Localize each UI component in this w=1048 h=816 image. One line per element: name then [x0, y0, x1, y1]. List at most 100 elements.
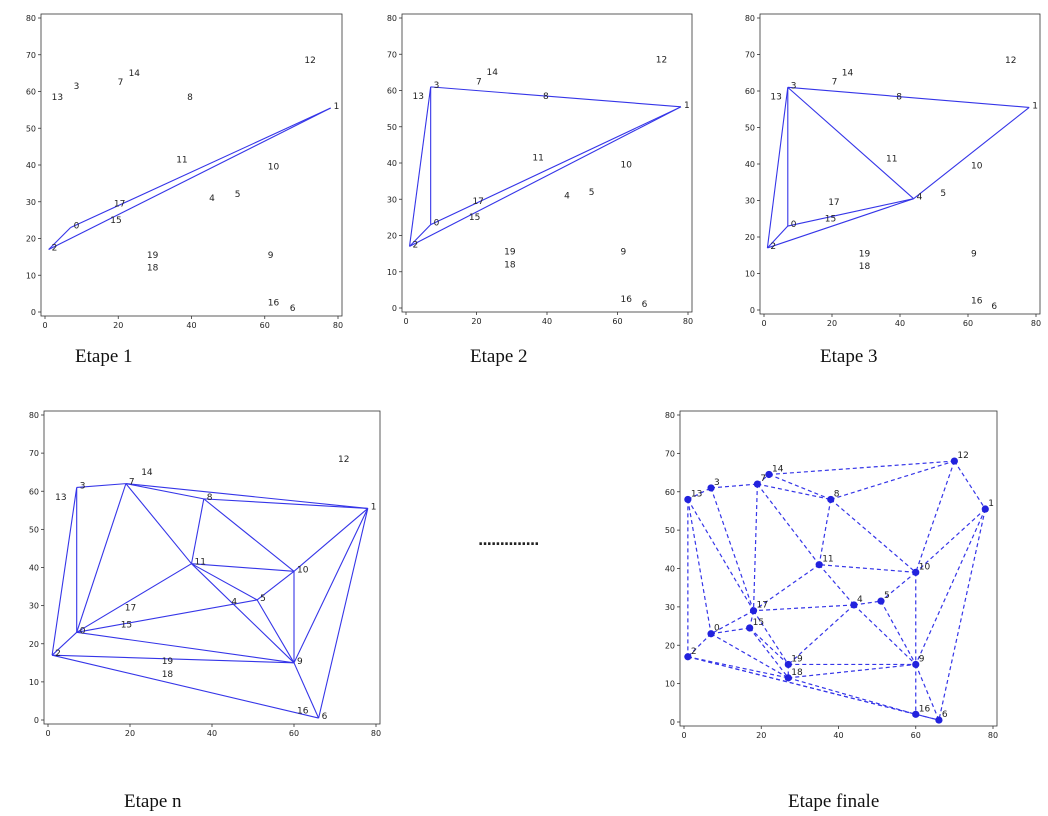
- triangulation-edge-18-16: [788, 677, 916, 715]
- y-tick-label: 80: [29, 411, 39, 420]
- triangulation-edge-11-10: [191, 563, 295, 572]
- triangulation-edge-1-6: [938, 508, 986, 721]
- point-label-6: 6: [290, 304, 296, 314]
- y-tick-label: 10: [387, 268, 397, 277]
- triangulation-edge-3-1: [787, 86, 1030, 108]
- point-label-10: 10: [621, 161, 633, 171]
- triangulation-edge-0-2: [687, 633, 712, 658]
- y-tick-label: 60: [387, 87, 397, 96]
- triangulation-edge-0-7: [76, 483, 127, 633]
- point-label-12: 12: [957, 451, 968, 461]
- x-tick-label: 40: [186, 321, 196, 330]
- y-tick-label: 60: [665, 488, 675, 497]
- triangulation-edge-17-19: [753, 610, 789, 665]
- triangulation-edge-2-0: [51, 631, 78, 656]
- y-tick-label: 50: [665, 526, 675, 535]
- y-tick-label: 0: [34, 716, 39, 725]
- triangulation-edge-6-2: [51, 654, 319, 719]
- x-tick-label: 0: [42, 321, 47, 330]
- point-label-9: 9: [268, 251, 274, 261]
- triangulation-edge-11-5: [191, 563, 258, 601]
- x-tick-label: 20: [827, 319, 837, 328]
- y-tick-label: 0: [31, 308, 36, 317]
- point-label-17: 17: [125, 603, 136, 613]
- triangulation-edge-9-6: [293, 662, 320, 719]
- y-tick-label: 70: [745, 51, 755, 60]
- x-tick-label: 0: [761, 319, 766, 328]
- point-label-14: 14: [487, 68, 499, 78]
- node-point-10: [912, 568, 920, 576]
- point-label-19: 19: [791, 654, 803, 664]
- x-tick-label: 40: [542, 317, 552, 326]
- x-tick-label: 0: [403, 317, 408, 326]
- node-point-9: [912, 660, 920, 669]
- point-label-0: 0: [434, 219, 440, 229]
- triangulation-edge-13-17: [687, 499, 755, 612]
- point-label-15: 15: [825, 215, 836, 225]
- point-label-8: 8: [207, 493, 213, 503]
- point-label-0: 0: [791, 220, 797, 230]
- point-label-13: 13: [770, 92, 781, 102]
- point-label-17: 17: [472, 197, 483, 207]
- caption-etape-3: Etape 3: [820, 346, 878, 367]
- node-point-14: [765, 470, 773, 479]
- node-point-12: [950, 457, 958, 465]
- point-label-17: 17: [114, 199, 125, 209]
- x-tick-label: 40: [833, 731, 843, 740]
- x-tick-label: 40: [895, 319, 905, 328]
- triangulation-edge-10-11: [819, 564, 916, 573]
- triangulation-edge-5-10: [256, 570, 295, 601]
- y-tick-label: 0: [392, 304, 397, 313]
- x-tick-label: 80: [988, 731, 998, 740]
- point-label-6: 6: [642, 300, 648, 310]
- node-point-13: [684, 495, 692, 504]
- triangulation-edge-11-17: [753, 564, 820, 612]
- plot-frame: [759, 13, 1041, 315]
- node-point-2: [684, 653, 692, 661]
- triangulation-edge-11-4: [818, 564, 855, 606]
- triangulation-edge-13-3: [687, 487, 712, 500]
- point-label-11: 11: [195, 558, 206, 568]
- point-label-11: 11: [532, 153, 543, 163]
- triangulation-edge-2-9: [52, 654, 295, 664]
- x-tick-label: 60: [963, 319, 973, 328]
- point-label-13: 13: [691, 489, 702, 499]
- point-label-10: 10: [297, 565, 309, 575]
- triangulation-edge-10-1: [293, 507, 369, 572]
- node-point-0: [707, 630, 715, 638]
- point-label-7: 7: [832, 78, 838, 88]
- caption-etape-n: Etape n: [124, 791, 182, 812]
- point-label-15: 15: [110, 216, 121, 226]
- node-point-15: [746, 624, 754, 632]
- triangulation-edge-2-1: [409, 106, 682, 247]
- node-point-6: [935, 716, 943, 724]
- point-label-14: 14: [842, 69, 854, 79]
- triangulation-edge-1-4: [913, 106, 1030, 200]
- point-label-8: 8: [834, 489, 840, 499]
- x-tick-label: 20: [113, 321, 123, 330]
- triangulation-edge-2-3: [51, 487, 78, 656]
- point-label-12: 12: [338, 455, 349, 465]
- y-tick-label: 70: [29, 449, 39, 458]
- point-label-1: 1: [1032, 101, 1038, 111]
- plot-frame: [43, 410, 381, 725]
- y-tick-label: 20: [29, 640, 39, 649]
- point-label-4: 4: [917, 193, 923, 203]
- point-label-10: 10: [268, 163, 280, 173]
- point-label-13: 13: [55, 493, 66, 503]
- point-label-2: 2: [413, 240, 419, 250]
- point-label-0: 0: [74, 221, 80, 231]
- triangulation-edge-1-9: [293, 508, 369, 664]
- point-label-7: 7: [760, 474, 766, 484]
- plot-frame: [679, 410, 998, 727]
- point-label-5: 5: [260, 594, 266, 604]
- point-label-11: 11: [822, 555, 833, 565]
- triangulation-edge-18-9: [788, 663, 916, 679]
- triangulation-edge-3-7: [76, 483, 126, 488]
- point-label-0: 0: [80, 626, 86, 636]
- triangulation-edge-7-8: [757, 483, 831, 501]
- point-label-16: 16: [971, 297, 983, 307]
- triangulation-edge-3-1: [430, 86, 681, 108]
- triangulation-edge-7-11: [125, 483, 192, 565]
- triangulation-edge-2-0: [766, 225, 789, 249]
